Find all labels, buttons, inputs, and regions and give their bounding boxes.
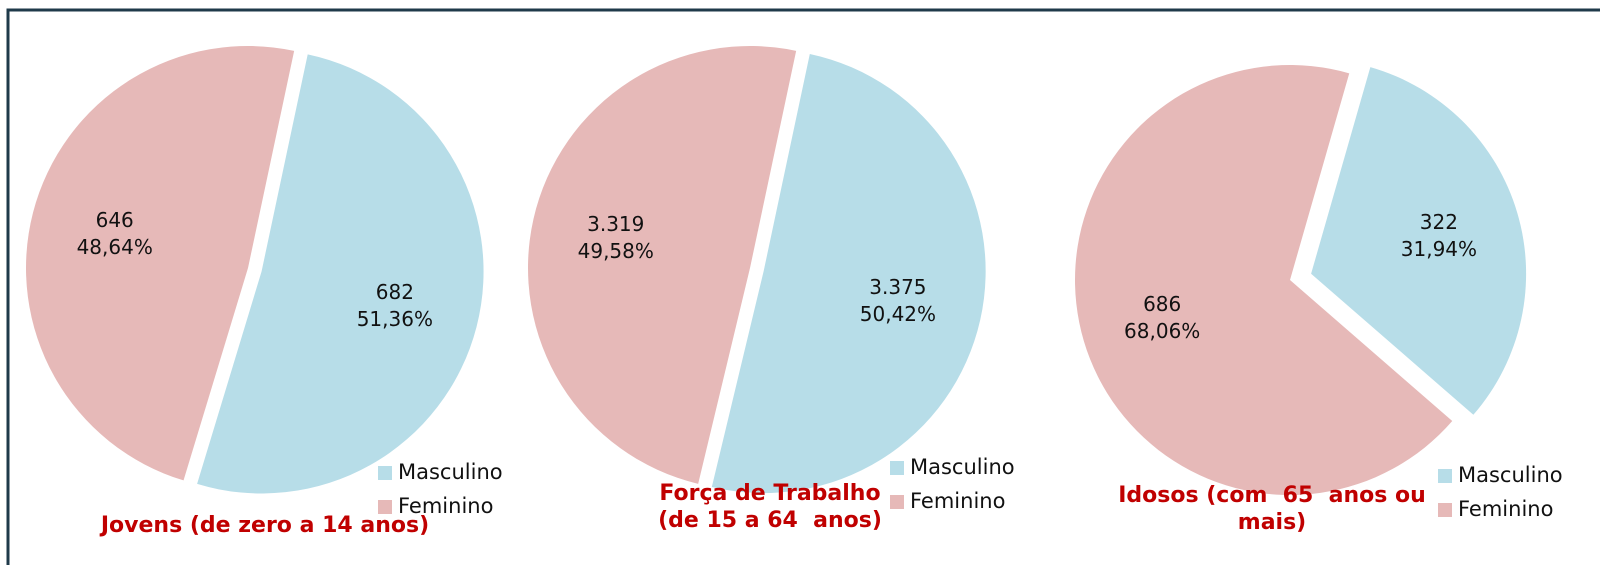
legend-label: Masculino xyxy=(910,455,1015,479)
chart-title: Força de Trabalho (de 15 a 64 anos) xyxy=(658,481,882,533)
data-label: 686 68,06% xyxy=(1124,291,1200,345)
chart-title: Idosos (com 65 anos ou mais) xyxy=(1118,483,1426,535)
percent-label: 31,94% xyxy=(1400,236,1478,261)
percent-label: 50,42% xyxy=(859,302,937,327)
legend-label: Masculino xyxy=(1458,463,1563,487)
legend-label: Feminino xyxy=(1458,497,1554,521)
data-label: 682 51,36% xyxy=(357,279,433,333)
legend-label: Feminino xyxy=(910,489,1006,513)
value-label: 322 xyxy=(1419,209,1458,234)
legend-item: Feminino xyxy=(1438,497,1553,521)
legend-item: Masculino xyxy=(378,460,503,484)
data-label: 3.319 49,58% xyxy=(578,211,654,265)
legend-swatch xyxy=(1438,503,1452,517)
chart-title: Jovens (de zero a 14 anos) xyxy=(100,513,430,538)
pie-slice xyxy=(711,53,986,494)
value-label: 3.375 xyxy=(869,275,927,300)
value-label: 646 xyxy=(95,207,134,232)
percent-label: 48,64% xyxy=(76,234,153,259)
pie-slice xyxy=(197,54,484,494)
value-label: 682 xyxy=(375,279,414,304)
legend-swatch xyxy=(378,466,392,480)
data-label: 3.375 50,42% xyxy=(860,274,936,328)
pie-slice xyxy=(25,45,295,481)
legend-item: Feminino xyxy=(890,489,1005,513)
data-label: 646 48,64% xyxy=(77,207,153,261)
percent-label: 51,36% xyxy=(356,306,433,331)
legend-item: Feminino xyxy=(378,494,493,518)
percent-label: 49,58% xyxy=(577,238,654,263)
value-label: 686 xyxy=(1143,291,1182,316)
pie-slice xyxy=(528,46,797,484)
legend-swatch xyxy=(1438,469,1452,483)
legend-swatch xyxy=(890,461,904,475)
legend-label: Feminino xyxy=(398,494,494,518)
legend-swatch xyxy=(378,500,392,514)
legend-item: Masculino xyxy=(890,455,1015,479)
legend-swatch xyxy=(890,495,904,509)
pie-slice xyxy=(1311,67,1527,415)
data-label: 322 31,94% xyxy=(1401,209,1477,263)
percent-label: 68,06% xyxy=(1124,318,1201,343)
legend-label: Masculino xyxy=(398,460,503,484)
legend-item: Masculino xyxy=(1438,463,1563,487)
pie-slice xyxy=(1075,65,1453,495)
value-label: 3.319 xyxy=(587,211,645,236)
frame xyxy=(6,8,1600,565)
